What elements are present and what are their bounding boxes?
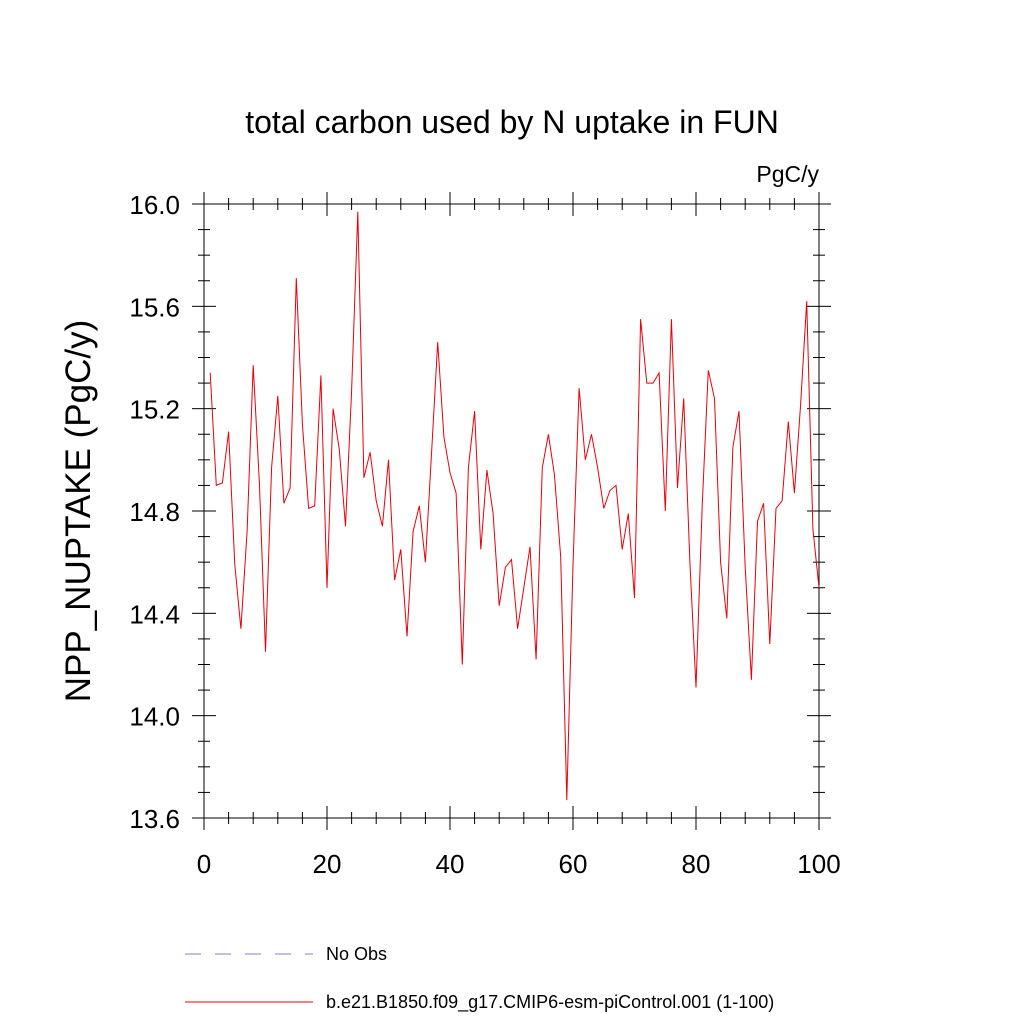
units-label: PgC/y xyxy=(756,161,819,187)
x-tick-label: 20 xyxy=(313,849,342,879)
x-tick-label: 0 xyxy=(197,849,211,879)
x-tick-label: 80 xyxy=(682,849,711,879)
x-tick-label: 60 xyxy=(559,849,588,879)
chart-title: total carbon used by N uptake in FUN xyxy=(245,104,779,140)
legend-label-no-obs: No Obs xyxy=(326,944,387,964)
ticks-layer: 0 20 40 60 80 100 13.6 14.0 14.4 14.8 15.2 15.6 16.0 xyxy=(129,190,840,879)
legend-label-model: b.e21.B1850.f09_g17.CMIP6-esm-piControl.… xyxy=(326,992,774,1013)
legend: No Obs b.e21.B1850.f09_g17.CMIP6-esm-piC… xyxy=(185,944,774,1013)
y-tick-label: 15.6 xyxy=(129,292,180,322)
y-axis-label: NPP_NUPTAKE (PgC/y) xyxy=(59,320,98,703)
y-tick-label: 14.4 xyxy=(129,599,180,629)
y-tick-label: 14.0 xyxy=(129,702,180,732)
y-tick-label: 15.2 xyxy=(129,395,180,425)
series-line-model xyxy=(209,211,820,801)
y-tick-label: 16.0 xyxy=(129,190,180,220)
series-layer xyxy=(209,211,820,801)
x-tick-label: 40 xyxy=(436,849,465,879)
y-tick-label: 13.6 xyxy=(129,804,180,834)
x-tick-label: 100 xyxy=(797,849,840,879)
y-tick-label: 14.8 xyxy=(129,497,180,527)
